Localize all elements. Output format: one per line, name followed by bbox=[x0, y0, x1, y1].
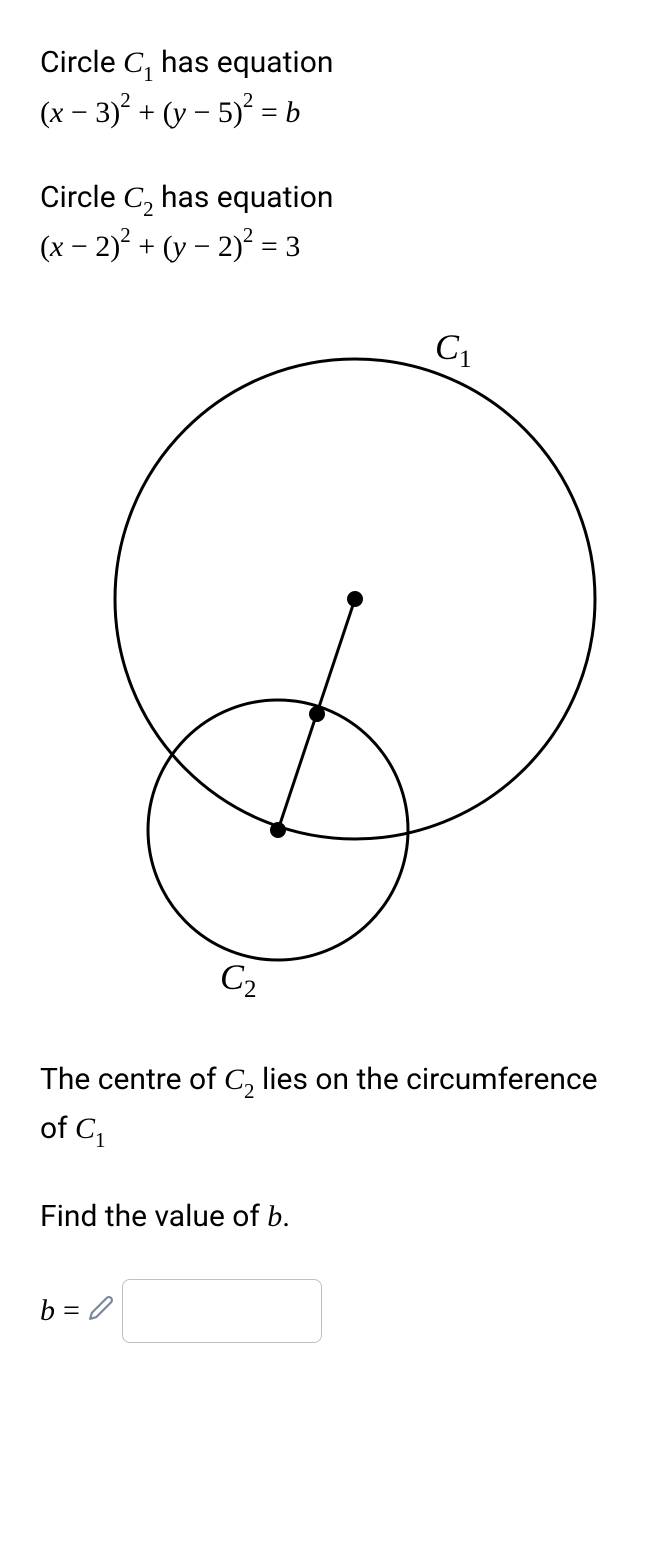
text: . bbox=[282, 1199, 290, 1234]
circles-diagram: C1 C2 bbox=[40, 309, 600, 1017]
pencil-icon bbox=[88, 1295, 114, 1328]
sub-1: 1 bbox=[95, 1128, 106, 1152]
text: has equation bbox=[154, 45, 334, 80]
equation-2: (x − 2)2 + (y − 2)2 = 3 bbox=[40, 230, 300, 263]
circle1-description: Circle C1 has equation (x − 3)2 + (y − 5… bbox=[40, 40, 608, 135]
answer-var-b: b bbox=[40, 1294, 55, 1328]
answer-input[interactable] bbox=[122, 1279, 322, 1343]
var-c1: C bbox=[75, 1112, 95, 1145]
equation-1: (x − 3)2 + (y − 5)2 = b bbox=[40, 96, 300, 129]
var-c1: C bbox=[123, 46, 143, 79]
diagram-svg: C1 C2 bbox=[40, 309, 600, 1009]
condition-statement: The centre of C2 lies on the circumferen… bbox=[40, 1057, 608, 1154]
sub-1: 1 bbox=[143, 62, 154, 86]
circle2-description: Circle C2 has equation (x − 2)2 + (y − 2… bbox=[40, 175, 608, 270]
text: has equation bbox=[154, 180, 334, 215]
question-prompt: Find the value of b. bbox=[40, 1194, 608, 1239]
equals-sign: = bbox=[63, 1294, 80, 1328]
sub-2: 2 bbox=[244, 1079, 255, 1103]
text: The centre of bbox=[40, 1062, 224, 1097]
answer-row: b = bbox=[40, 1279, 608, 1343]
text: Circle bbox=[40, 45, 123, 80]
text: Circle bbox=[40, 180, 123, 215]
var-c2: C bbox=[224, 1063, 244, 1096]
sub-2: 2 bbox=[143, 197, 154, 221]
svg-text:C2: C2 bbox=[220, 957, 257, 1003]
svg-text:C1: C1 bbox=[435, 327, 472, 373]
text: Find the value of bbox=[40, 1199, 267, 1234]
var-b: b bbox=[267, 1200, 282, 1233]
var-c2: C bbox=[123, 181, 143, 214]
